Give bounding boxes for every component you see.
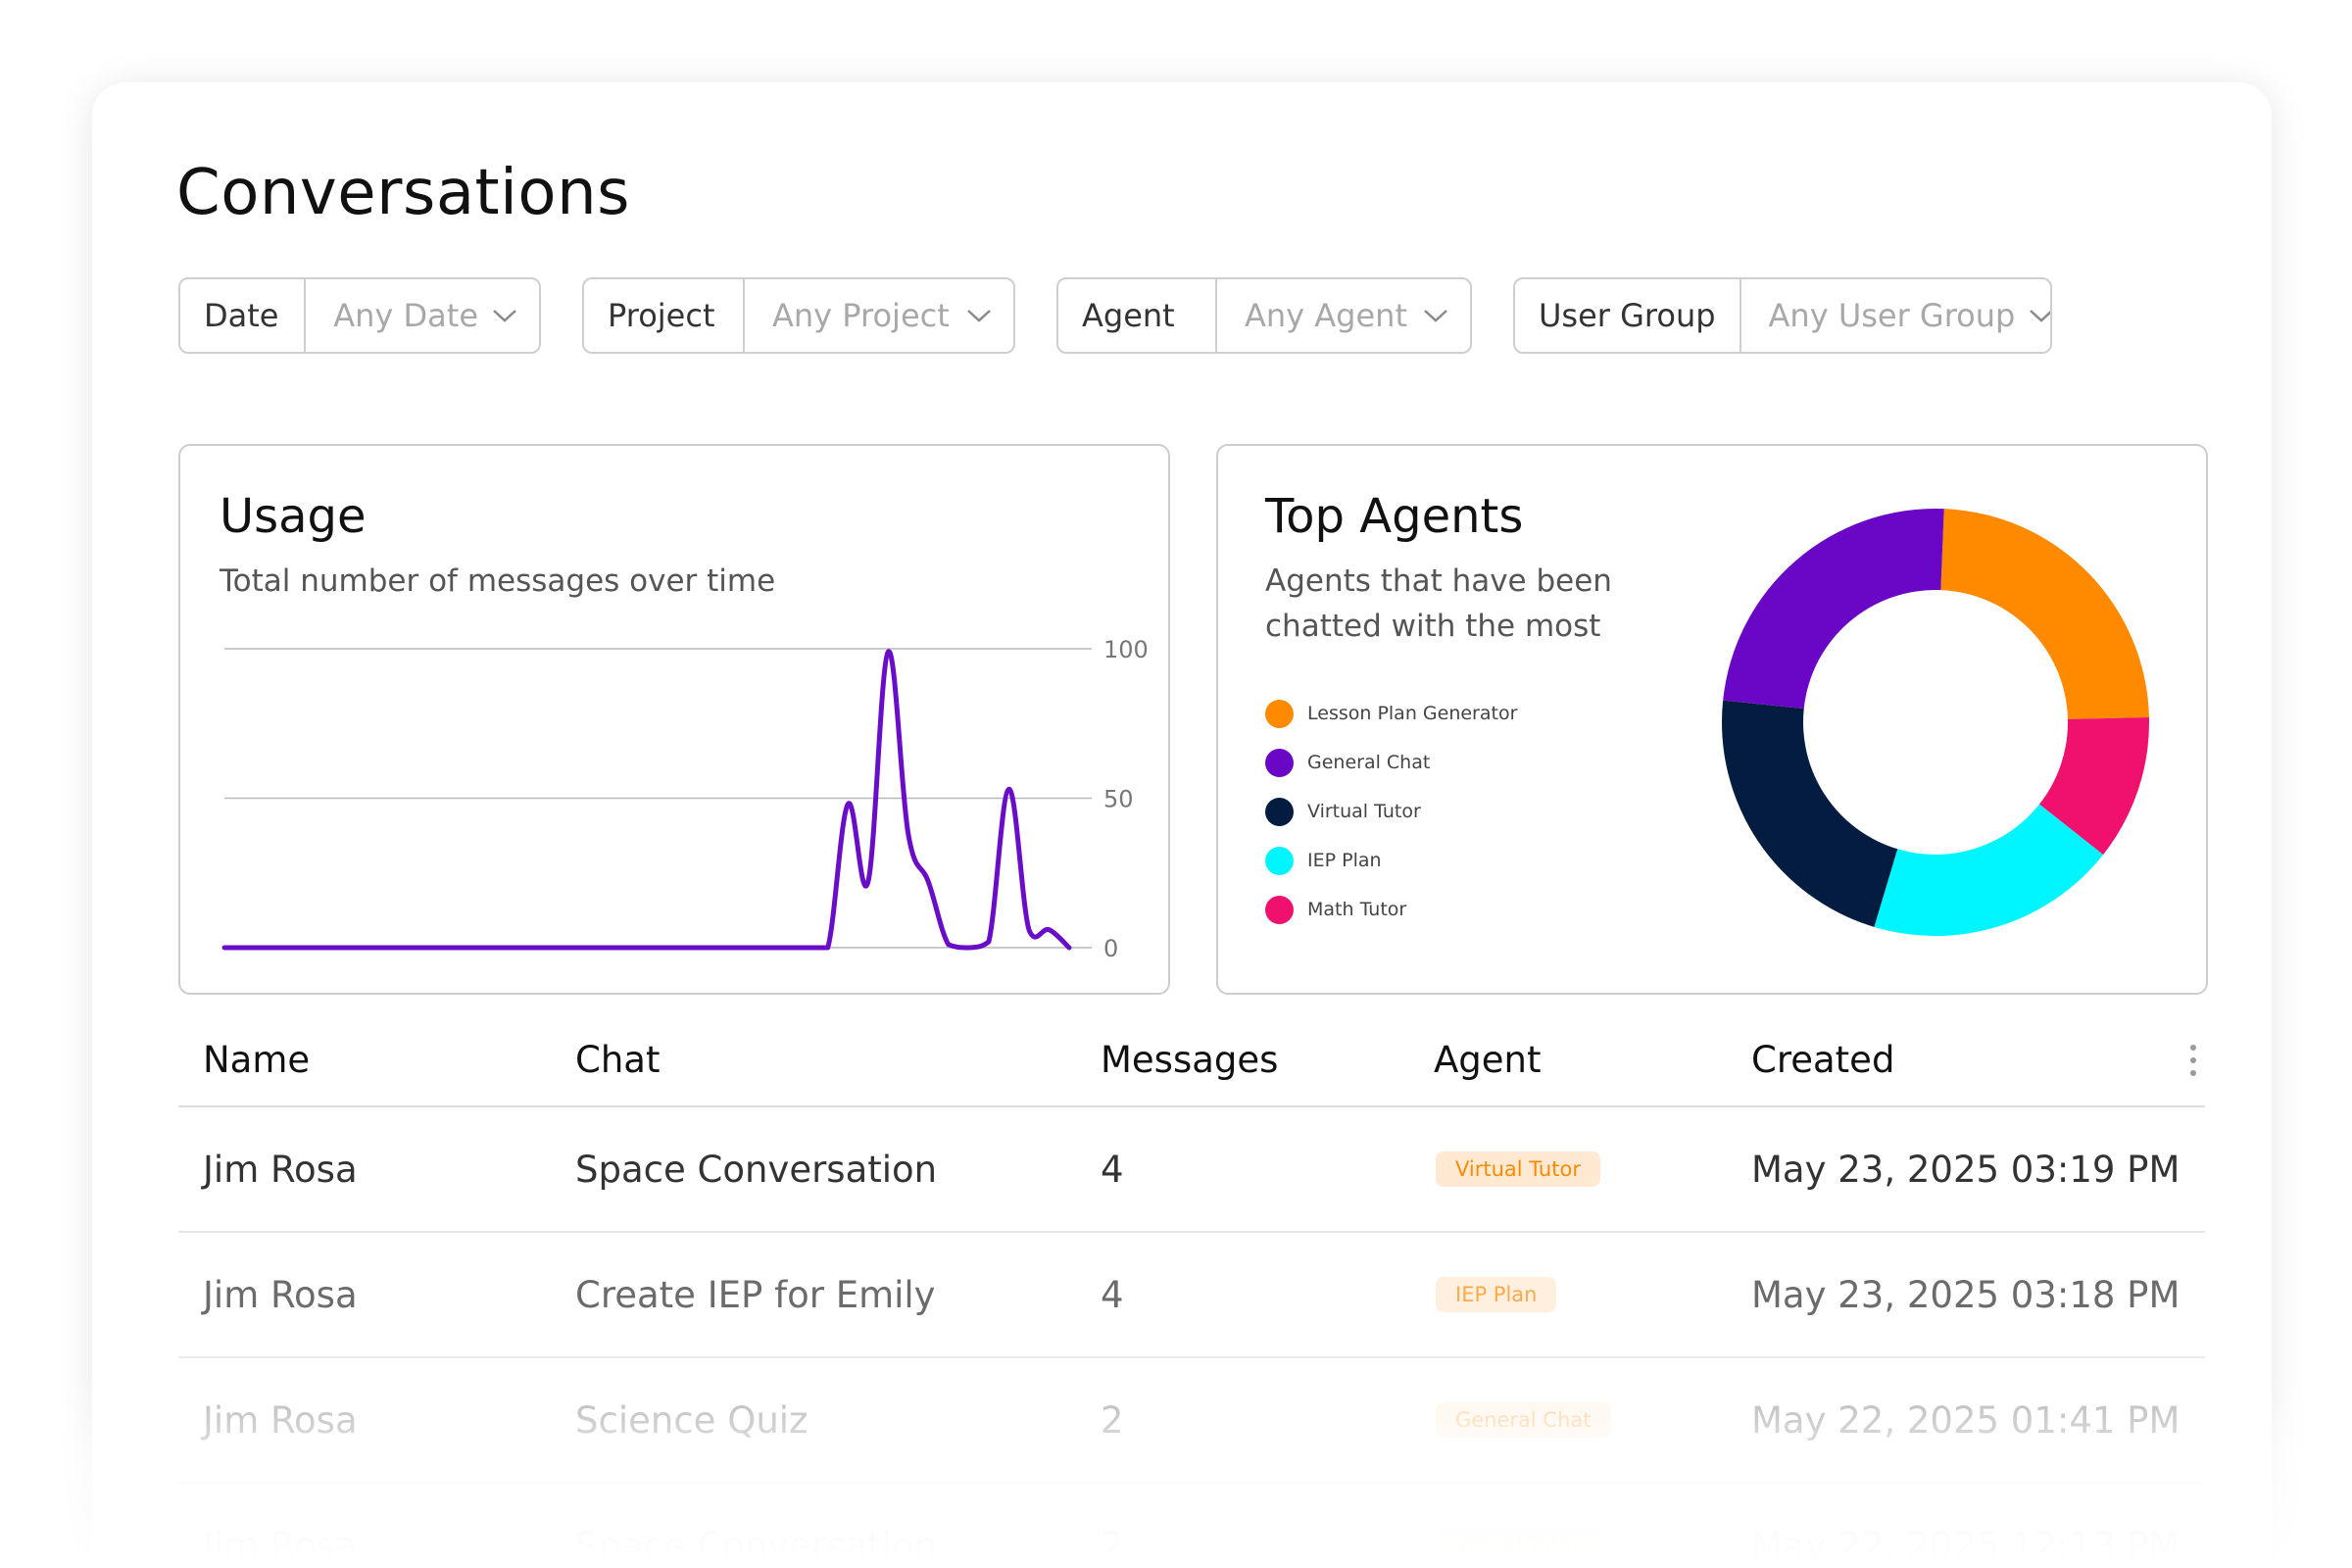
- y-tick-label: 0: [1103, 935, 1118, 962]
- top-agents-donut-chart: [1722, 509, 2149, 936]
- legend-item: Math Tutor: [1265, 885, 1517, 934]
- agent-badge: Virtual Tutor: [1436, 1152, 1600, 1187]
- table-row[interactable]: Jim Rosa Create IEP for Emily 4 IEP Plan…: [178, 1233, 2205, 1358]
- row-messages: 2: [1101, 1398, 1124, 1442]
- row-name: Jim Rosa: [203, 1398, 358, 1442]
- chevron-down-icon: [1424, 310, 1447, 322]
- project-filter-label: Project: [584, 279, 745, 352]
- agent-badge: Virtual Tutor: [1436, 1528, 1600, 1563]
- row-messages: 4: [1101, 1148, 1124, 1191]
- column-header-name[interactable]: Name: [203, 1039, 311, 1081]
- agent-filter-label: Agent: [1058, 279, 1217, 352]
- chevron-down-icon: [493, 310, 516, 322]
- donut-slice: [1940, 509, 2149, 719]
- chevron-down-icon: [967, 310, 991, 322]
- date-filter[interactable]: Date Any Date: [178, 277, 541, 354]
- row-chat[interactable]: Create IEP for Emily: [575, 1273, 936, 1316]
- row-chat[interactable]: Science Quiz: [575, 1398, 808, 1442]
- legend-label: Math Tutor: [1307, 899, 1407, 920]
- date-filter-value: Any Date: [333, 297, 478, 334]
- usage-line-chart: 100 50 0: [221, 636, 1149, 962]
- project-filter[interactable]: Project Any Project: [582, 277, 1015, 354]
- y-tick-label: 50: [1103, 786, 1134, 813]
- table-row[interactable]: Jim Rosa Space Conversation 2 Virtual Tu…: [178, 1484, 2205, 1568]
- legend-item: General Chat: [1265, 738, 1517, 787]
- row-name: Jim Rosa: [203, 1148, 358, 1191]
- page-title: Conversations: [176, 157, 630, 229]
- legend-item: Virtual Tutor: [1265, 787, 1517, 836]
- row-agent-cell: IEP Plan: [1436, 1233, 1557, 1356]
- usage-series-line: [221, 649, 1072, 951]
- row-messages: 2: [1101, 1524, 1124, 1567]
- row-name: Jim Rosa: [203, 1273, 358, 1316]
- y-tick-label: 100: [1103, 636, 1149, 663]
- legend-item: Lesson Plan Generator: [1265, 689, 1517, 738]
- legend-label: Lesson Plan Generator: [1307, 703, 1518, 724]
- row-created: May 23, 2025 03:18 PM: [1751, 1273, 2180, 1316]
- chevron-down-icon: [2030, 310, 2050, 322]
- column-options-icon[interactable]: [2185, 1045, 2201, 1084]
- row-created: May 23, 2025 03:19 PM: [1751, 1148, 2180, 1191]
- agent-filter[interactable]: Agent Any Agent: [1056, 277, 1472, 354]
- legend-label: Virtual Tutor: [1307, 801, 1421, 822]
- top-agents-panel: Top Agents Agents that have been chatted…: [1216, 444, 2208, 995]
- table-row[interactable]: Jim Rosa Science Quiz 2 General Chat May…: [178, 1358, 2205, 1484]
- agent-badge: General Chat: [1436, 1402, 1611, 1438]
- table-row[interactable]: Jim Rosa Space Conversation 4 Virtual Tu…: [178, 1107, 2205, 1233]
- agent-filter-value: Any Agent: [1245, 297, 1407, 334]
- row-chat[interactable]: Space Conversation: [575, 1148, 938, 1191]
- table-header-divider: [178, 1105, 2205, 1107]
- top-agents-subtitle: Agents that have been chatted with the m…: [1265, 559, 1612, 649]
- date-filter-select[interactable]: Any Date: [306, 279, 539, 352]
- top-agents-legend: Lesson Plan Generator General Chat Virtual…: [1265, 689, 1517, 934]
- row-created: May 22, 2025 01:41 PM: [1751, 1398, 2180, 1442]
- column-header-agent[interactable]: Agent: [1434, 1039, 1542, 1081]
- row-created: May 22, 2025 12:13 PM: [1751, 1524, 2180, 1567]
- project-filter-value: Any Project: [772, 297, 950, 334]
- legend-label: IEP Plan: [1307, 850, 1382, 871]
- legend-swatch: [1265, 895, 1294, 924]
- row-chat[interactable]: Space Conversation: [575, 1524, 938, 1567]
- row-agent-cell: General Chat: [1436, 1358, 1611, 1482]
- agent-filter-select[interactable]: Any Agent: [1217, 279, 1470, 352]
- date-filter-label: Date: [180, 279, 307, 352]
- legend-item: IEP Plan: [1265, 836, 1517, 885]
- column-header-messages[interactable]: Messages: [1101, 1039, 1279, 1081]
- top-agents-subtitle-line1: Agents that have been: [1265, 564, 1612, 599]
- usage-title: Usage: [220, 489, 367, 544]
- column-header-created[interactable]: Created: [1751, 1039, 1895, 1081]
- row-divider: [178, 1356, 2205, 1358]
- row-name: Jim Rosa: [203, 1524, 358, 1567]
- donut-slice: [1723, 509, 1944, 710]
- row-agent-cell: Virtual Tutor: [1436, 1484, 1600, 1568]
- top-agents-subtitle-line2: chatted with the most: [1265, 609, 1601, 644]
- row-messages: 4: [1101, 1273, 1124, 1316]
- agent-badge: IEP Plan: [1436, 1277, 1557, 1312]
- legend-swatch: [1265, 699, 1294, 728]
- column-header-chat[interactable]: Chat: [575, 1039, 661, 1081]
- donut-slice: [1722, 700, 1898, 927]
- user-group-filter-select[interactable]: Any User Group: [1741, 279, 2050, 352]
- legend-swatch: [1265, 748, 1294, 777]
- donut-slice: [2038, 717, 2149, 856]
- row-agent-cell: Virtual Tutor: [1436, 1107, 1600, 1231]
- usage-panel: Usage Total number of messages over time…: [178, 444, 1170, 995]
- project-filter-select[interactable]: Any Project: [745, 279, 1013, 352]
- usage-subtitle: Total number of messages over time: [220, 564, 776, 599]
- legend-swatch: [1265, 846, 1294, 875]
- donut-slice: [1874, 804, 2104, 936]
- legend-swatch: [1265, 797, 1294, 826]
- top-agents-title: Top Agents: [1265, 489, 1524, 544]
- user-group-filter[interactable]: User Group Any User Group: [1513, 277, 2052, 354]
- legend-label: General Chat: [1307, 752, 1431, 773]
- user-group-filter-label: User Group: [1515, 279, 1741, 352]
- row-divider: [178, 1231, 2205, 1233]
- user-group-filter-value: Any User Group: [1768, 297, 2016, 334]
